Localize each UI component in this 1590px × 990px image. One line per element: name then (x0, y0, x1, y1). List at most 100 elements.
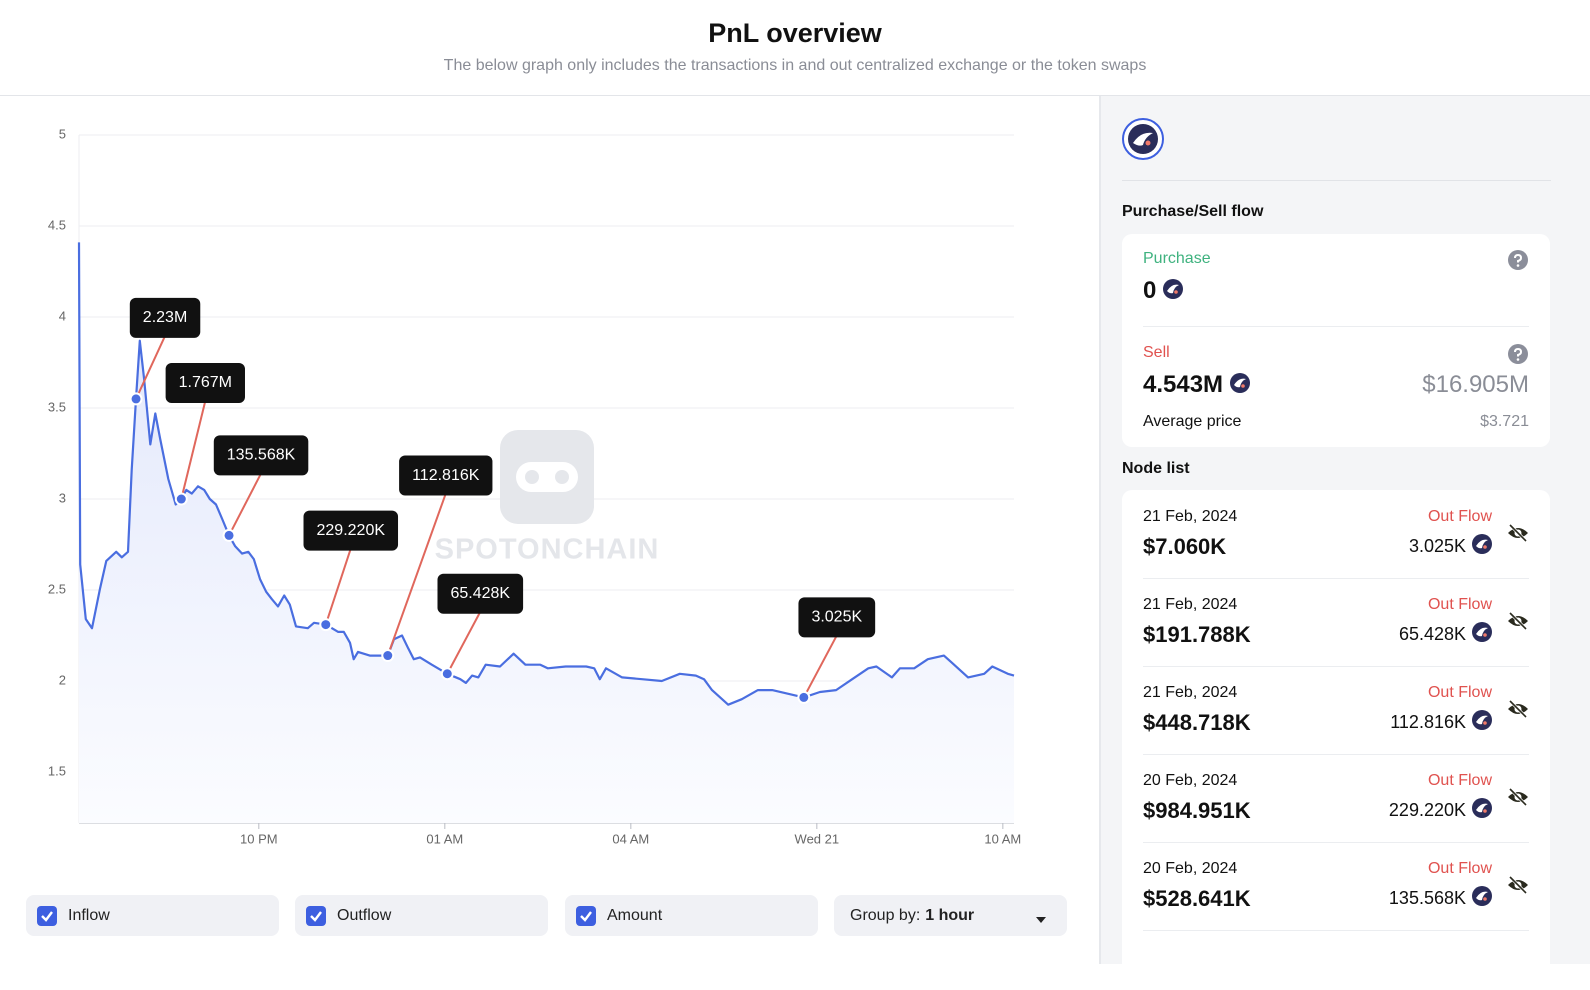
group-by-value: 1 hour (925, 906, 975, 924)
node-direction: Out Flow (1427, 596, 1492, 613)
token-logo (1122, 118, 1164, 160)
hide-toggle[interactable] (1507, 611, 1529, 635)
annotation-point (129, 392, 143, 406)
hide-toggle[interactable] (1507, 523, 1529, 547)
x-tick-label: 10 AM (984, 831, 1021, 846)
separator (1143, 326, 1529, 327)
node-amount-row: 135.568K (1389, 886, 1492, 911)
node-direction: Out Flow (1427, 508, 1492, 525)
annotation-box (303, 510, 399, 551)
token-icon (1472, 622, 1492, 647)
purchase-amount-row: 0 (1143, 277, 1529, 306)
annotation-point (319, 618, 333, 632)
group-by-label: Group by: (850, 906, 921, 924)
annotation-label: 112.816K (412, 467, 480, 484)
dropdown-caret (1035, 911, 1047, 929)
annotation-point (440, 667, 454, 681)
purchase-label: Purchase (1143, 250, 1211, 267)
checkbox-label: Inflow (68, 906, 110, 924)
help-icon (1508, 250, 1528, 270)
help-icon (1508, 344, 1528, 364)
node-item: 20 Feb, 2024 $984.951K Out Flow 229.220K (1143, 754, 1529, 843)
node-direction: Out Flow (1427, 860, 1492, 877)
checkbox-control[interactable]: Outflow (295, 895, 548, 936)
token-icon (1472, 534, 1492, 559)
annotation-point (174, 492, 188, 506)
y-tick-label: 2 (59, 672, 66, 687)
annotation-connector (386, 493, 447, 656)
checkbox-label: Amount (607, 906, 663, 924)
node-item: 21 Feb, 2024 $7.060K Out Flow 3.025K (1143, 490, 1529, 579)
annotation-box (437, 573, 524, 614)
annotation: 2.23M (129, 297, 201, 338)
token-icon (1472, 798, 1492, 823)
node-usd: $448.718K (1143, 710, 1251, 735)
watermark: SPOTONCHAIN (435, 430, 660, 566)
annotation-point (381, 649, 395, 663)
token-icon (1229, 372, 1250, 400)
header: PnL overview The below graph only includ… (0, 0, 1590, 96)
node-amount: 65.428K (1398, 624, 1466, 644)
annotation-connector (135, 335, 166, 400)
annotation-connector (802, 634, 838, 698)
checkbox-label: Outflow (337, 906, 392, 924)
node-direction: Out Flow (1427, 684, 1492, 701)
panel-divider (1099, 96, 1101, 964)
y-tick-label: 1.5 (48, 763, 66, 778)
annotation-label: 3.025K (811, 609, 862, 626)
node-item: 21 Feb, 2024 $448.718K Out Flow 112.816K (1143, 666, 1529, 755)
node-usd: $528.641K (1143, 886, 1251, 911)
y-tick-label: 2.5 (48, 581, 66, 596)
avg-label: Average price (1143, 413, 1242, 430)
node-amount: 112.816K (1390, 712, 1466, 732)
annotation: 3.025K (798, 597, 876, 638)
section-title: Node list (1122, 460, 1190, 477)
sell-usd: $16.905M (1422, 371, 1529, 398)
y-tick-label: 5 (59, 126, 66, 141)
node-amount-row: 65.428K (1399, 622, 1492, 647)
annotation-box (798, 597, 876, 638)
annotation-label: 135.568K (227, 447, 296, 464)
node-usd: $191.788K (1143, 622, 1251, 647)
node-card: 21 Feb, 2024 $7.060K Out Flow 3.025K 21 Feb,… (1122, 490, 1550, 990)
annotation-connector (228, 472, 262, 536)
annotation: 65.428K (437, 573, 524, 614)
watermark-text: SPOTONCHAIN (435, 534, 660, 566)
annotation-label: 1.767M (179, 374, 232, 391)
node-date: 21 Feb, 2024 (1143, 596, 1238, 613)
sidebar: Purchase/Sell flow Purchase 0 Sell 4.543… (1101, 96, 1590, 990)
node-usd: $984.951K (1143, 798, 1251, 823)
hide-toggle[interactable] (1507, 875, 1529, 899)
checkbox-control[interactable]: Amount (565, 895, 818, 936)
node-amount-row: 229.220K (1389, 798, 1492, 823)
sell-amount: 4.543M (1143, 371, 1224, 398)
annotation-connector (324, 548, 352, 625)
node-item: 20 Feb, 2024 $528.641K Out Flow 135.568K (1143, 842, 1529, 931)
annotation-box (399, 455, 493, 496)
annotation-box (165, 363, 245, 404)
area (79, 242, 1014, 823)
checkbox-control[interactable]: Inflow (26, 895, 279, 936)
sell-label: Sell (1143, 344, 1170, 361)
hide-toggle[interactable] (1507, 787, 1529, 811)
x-tick-label: 10 PM (240, 831, 278, 846)
annotation-label: 65.428K (450, 585, 510, 602)
node-amount: 3.025K (1408, 536, 1466, 556)
avg-row: Average price $3.721 (1143, 413, 1529, 431)
hide-toggle[interactable] (1507, 699, 1529, 723)
annotation-connector (446, 611, 482, 675)
token-icon (1472, 710, 1492, 735)
node-date: 21 Feb, 2024 (1143, 684, 1238, 701)
sell-amount-row: 4.543M $16.905M (1143, 371, 1529, 400)
flow-card: Purchase 0 Sell 4.543M $16.905M Average … (1122, 234, 1550, 447)
group-by-select[interactable]: Group by: 1 hour (834, 895, 1067, 936)
node-amount: 229.220K (1388, 800, 1466, 820)
checkbox[interactable] (576, 905, 596, 926)
node-date: 20 Feb, 2024 (1143, 860, 1238, 877)
annotation-connector (180, 400, 207, 500)
token-icon (1472, 886, 1492, 911)
checkbox[interactable] (37, 905, 57, 926)
checkbox[interactable] (306, 905, 326, 926)
node-item: 21 Feb, 2024 $191.788K Out Flow 65.428K (1143, 578, 1529, 667)
